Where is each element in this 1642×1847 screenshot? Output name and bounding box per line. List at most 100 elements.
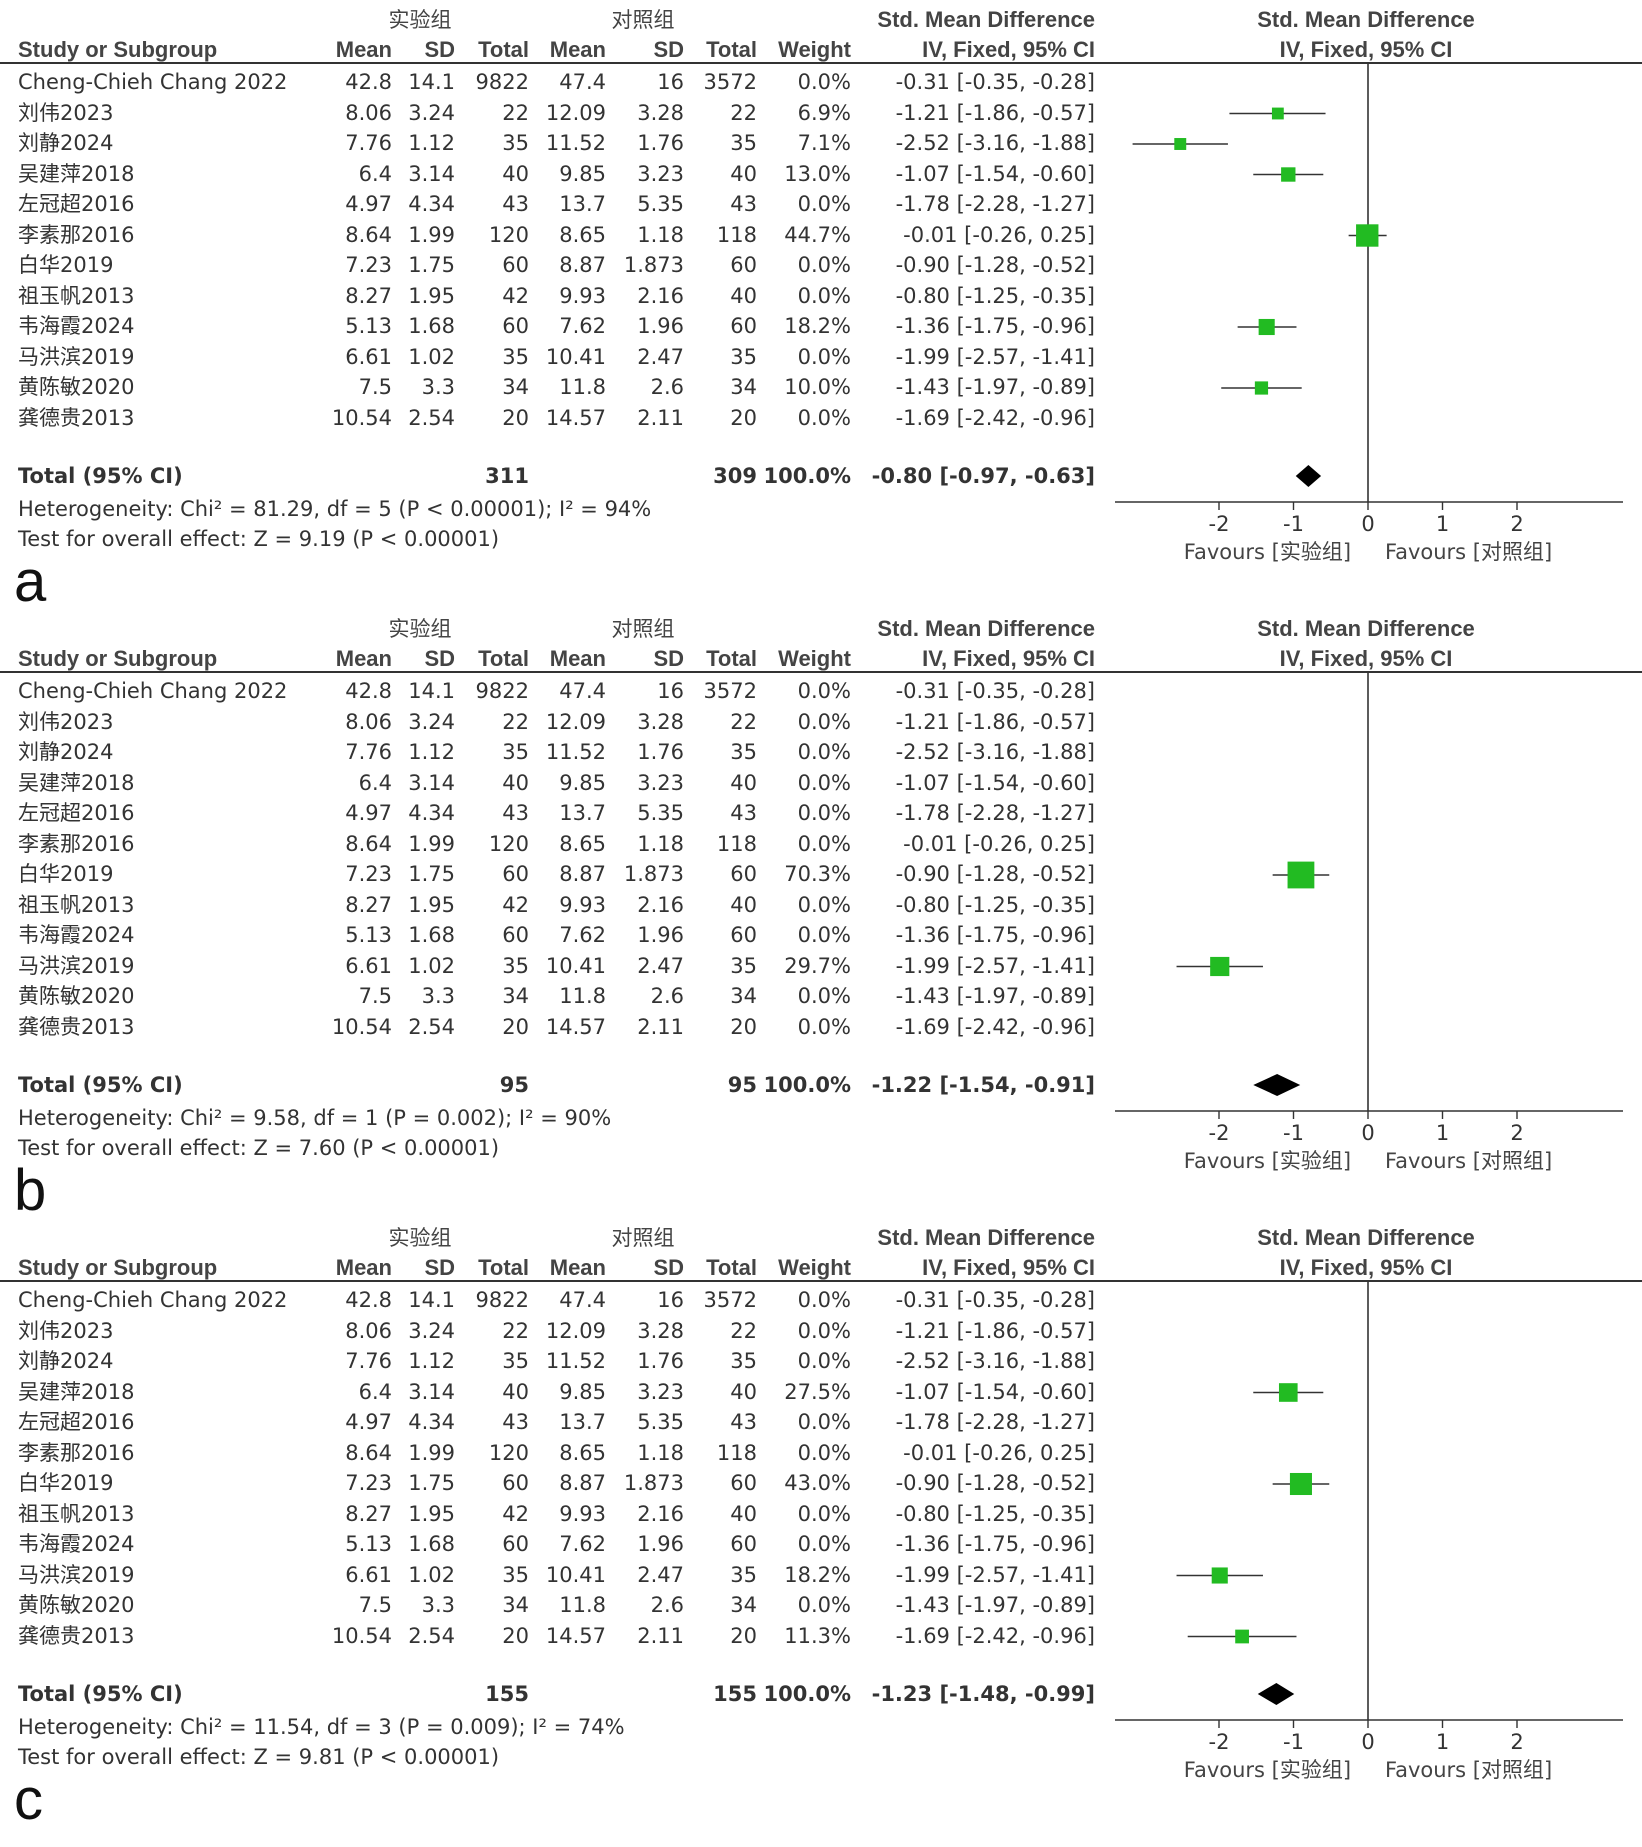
cell-c-sd: 3.23 [637,770,684,795]
study-marker [1235,1629,1249,1644]
header-ci: IV, Fixed, 95% CI [922,646,1095,671]
header-weight: Weight [778,37,851,62]
header-ci: IV, Fixed, 95% CI [922,37,1095,62]
x-tick-label: -2 [1209,512,1230,536]
cell-c-sd: 1.96 [637,1532,684,1556]
cell-e-sd: 1.95 [408,283,455,308]
header-exp-mean: Mean [335,37,392,62]
cell-name: 韦海霞2024 [18,923,135,947]
cell-e-total: 20 [502,1014,529,1039]
x-tick-label: 0 [1361,1730,1374,1754]
favours-right-label: Favours [对照组] [1385,1149,1552,1173]
cell-e-total: 35 [502,740,529,764]
cell-e-mean: 6.61 [345,953,392,978]
cell-e-sd: 1.12 [408,131,455,155]
cell-c-sd: 1.96 [637,314,684,338]
cell-c-total: 60 [730,253,757,277]
cell-c-total: 40 [730,770,757,795]
cell-weight: 29.7% [784,953,851,978]
cell-c-sd: 2.6 [650,984,684,1008]
cell-c-mean: 7.62 [559,1532,606,1556]
cell-weight: 0.0% [797,1318,851,1343]
heterogeneity-text: Heterogeneity: Chi² = 11.54, df = 3 (P =… [18,1715,625,1739]
cell-e-total: 43 [502,1410,529,1434]
cell-ci: -1.36 [-1.75, -0.96] [895,314,1095,338]
study-marker [1271,107,1284,120]
header-weight: Weight [778,646,851,671]
cell-c-sd: 2.47 [637,953,684,978]
cell-e-total: 60 [502,1532,529,1556]
cell-weight: 0.0% [797,344,851,369]
cell-e-mean: 4.97 [345,192,392,216]
study-marker [1356,224,1379,247]
study-marker [1278,1383,1298,1402]
x-tick-label: -1 [1283,1121,1304,1145]
cell-ci: -0.01 [-0.26, 0.25] [903,222,1095,247]
total-ci: -1.22 [-1.54, -0.91] [871,1073,1095,1097]
cell-c-sd: 3.28 [637,1318,684,1343]
cell-e-total: 35 [502,131,529,155]
cell-c-total: 22 [730,1318,757,1343]
ctrl-group-header: 对照组 [611,1226,675,1250]
cell-weight: 18.2% [784,314,851,338]
cell-weight: 0.0% [797,740,851,764]
cell-weight: 6.9% [797,100,851,125]
cell-e-sd: 3.14 [408,161,455,186]
total-label: Total (95% CI) [18,464,183,488]
cell-e-sd: 3.24 [408,709,455,734]
cell-ci: -0.90 [-1.28, -0.52] [895,253,1095,277]
cell-e-total: 60 [502,253,529,277]
cell-c-sd: 1.76 [637,1349,684,1373]
cell-name: 白华2019 [18,253,114,277]
cell-e-sd: 1.68 [408,1532,455,1556]
cell-e-mean: 7.76 [345,740,392,764]
header-exp-total: Total [478,37,529,62]
cell-c-sd: 3.28 [637,709,684,734]
cell-c-sd: 1.96 [637,923,684,947]
cell-weight: 0.0% [797,1410,851,1434]
cell-name: 刘伟2023 [18,709,114,734]
header-ctrl-sd: SD [653,1255,684,1280]
cell-c-sd: 2.16 [637,283,684,308]
cell-weight: 0.0% [797,923,851,947]
header-ctrl-total: Total [706,646,757,671]
cell-c-mean: 47.4 [559,1288,606,1312]
forest-plot-area: -2 -1 0 1 2 Favours [实验组] Favours [对照组] [1115,62,1623,564]
cell-c-mean: 11.8 [559,984,606,1008]
cell-name: 左冠超2016 [18,801,135,825]
cell-c-sd: 3.28 [637,100,684,125]
cell-c-mean: 14.57 [545,1014,606,1039]
cell-name: 韦海霞2024 [18,314,135,338]
cell-e-sd: 14.1 [408,679,455,703]
cell-ci: -1.36 [-1.75, -0.96] [895,923,1095,947]
cell-ci: -0.90 [-1.28, -0.52] [895,1471,1095,1495]
cell-c-mean: 14.57 [545,405,606,430]
cell-c-total: 43 [730,192,757,216]
plot-title: Std. Mean Difference [1257,616,1475,641]
cell-e-total: 20 [502,1623,529,1648]
cell-weight: 27.5% [784,1379,851,1404]
cell-name: 龚德贵2013 [18,405,135,430]
cell-name: 韦海霞2024 [18,1532,135,1556]
forest-panel-b: 实验组 对照组 Std. Mean Difference Std. Mean Diff… [0,609,1642,1221]
cell-e-sd: 1.95 [408,1501,455,1526]
cell-c-total: 40 [730,1501,757,1526]
cell-ci: -1.21 [-1.86, -0.57] [895,1318,1095,1343]
cell-c-total: 40 [730,1379,757,1404]
cell-e-mean: 4.97 [345,801,392,825]
cell-e-total: 43 [502,192,529,216]
cell-e-total: 42 [502,283,529,308]
cell-e-mean: 6.61 [345,1562,392,1587]
heterogeneity-text: Heterogeneity: Chi² = 9.58, df = 1 (P = … [18,1106,612,1130]
cell-ci: -1.78 [-2.28, -1.27] [895,1410,1095,1434]
cell-e-mean: 4.97 [345,1410,392,1434]
cell-ci: -1.78 [-2.28, -1.27] [895,801,1095,825]
cell-e-sd: 1.68 [408,923,455,947]
cell-c-total: 34 [730,375,757,399]
cell-c-mean: 13.7 [559,1410,606,1434]
cell-name: 刘伟2023 [18,1318,114,1343]
cell-e-sd: 2.54 [408,1623,455,1648]
cell-e-sd: 3.14 [408,1379,455,1404]
cell-e-sd: 4.34 [408,1410,455,1434]
cell-e-mean: 8.27 [345,283,392,308]
